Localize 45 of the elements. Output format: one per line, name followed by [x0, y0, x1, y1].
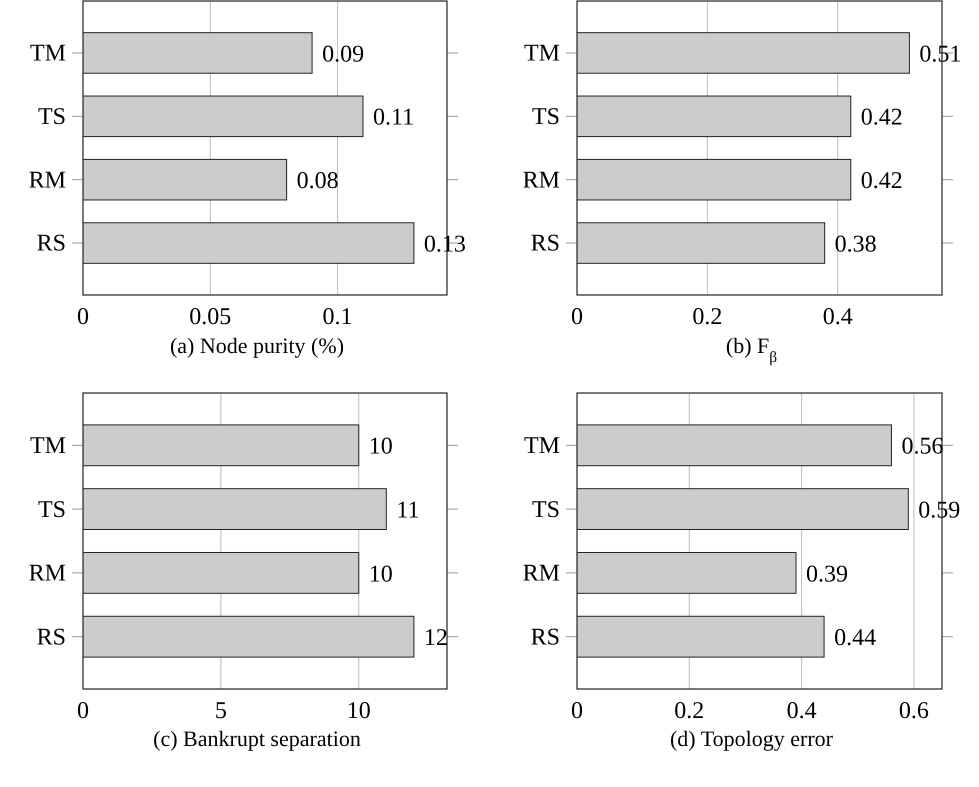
y-tick-label: RS: [530, 624, 560, 650]
x-tick-label: 0: [77, 304, 89, 330]
y-tick-label: TS: [38, 496, 66, 523]
data-label: 0.44: [834, 625, 876, 652]
data-label: 0.42: [860, 104, 903, 131]
text: (a) Node purity (%): [170, 333, 344, 358]
data-label: 0.11: [373, 104, 414, 131]
data-label: 0.38: [834, 231, 877, 258]
x-tick-label: 0.2: [674, 698, 704, 724]
text: (d) Topology error: [670, 726, 834, 751]
x-tick-label: 0.4: [822, 304, 853, 330]
data-label: 10: [368, 561, 393, 588]
x-tick-label: 10: [346, 698, 371, 724]
text: (c) Bankrupt separation: [153, 726, 361, 751]
x-tick-label: 0.1: [322, 304, 353, 330]
x-tick-label: 0: [571, 698, 583, 724]
x-tick-label: 0.4: [786, 698, 817, 724]
y-tick-label: TS: [532, 104, 560, 130]
data-label: 10: [368, 434, 393, 460]
x-tick-label: 5: [214, 698, 227, 724]
y-tick-label: TM: [30, 432, 66, 459]
data-label: 0.08: [296, 168, 339, 194]
y-tick-label: TM: [524, 432, 560, 459]
data-label: 12: [424, 625, 448, 652]
x-tick-label: 0.2: [692, 304, 722, 330]
x-tick-label: 0: [571, 304, 583, 330]
data-label: 0.39: [806, 561, 848, 588]
data-label: 0.09: [322, 41, 364, 68]
x-tick-label: 0.6: [898, 698, 929, 724]
y-tick-label: RM: [522, 167, 560, 194]
y-tick-label: RS: [36, 230, 66, 257]
x-tick-label: 0.05: [189, 304, 232, 330]
data-label: 11: [396, 498, 420, 524]
y-tick-label: RM: [522, 560, 560, 587]
data-label: 0.42: [860, 168, 903, 194]
y-tick-label: RM: [28, 167, 66, 194]
y-tick-label: RM: [28, 560, 66, 587]
y-tick-label: TS: [38, 104, 66, 130]
y-tick-label: TS: [532, 496, 560, 523]
y-tick-label: RS: [530, 230, 560, 257]
x-tick-label: 0: [77, 698, 89, 724]
text: (b) F$_{β}$: [726, 333, 778, 366]
y-tick-label: RS: [36, 624, 66, 650]
y-tick-label: TM: [30, 40, 66, 67]
y-tick-label: TM: [524, 40, 560, 67]
